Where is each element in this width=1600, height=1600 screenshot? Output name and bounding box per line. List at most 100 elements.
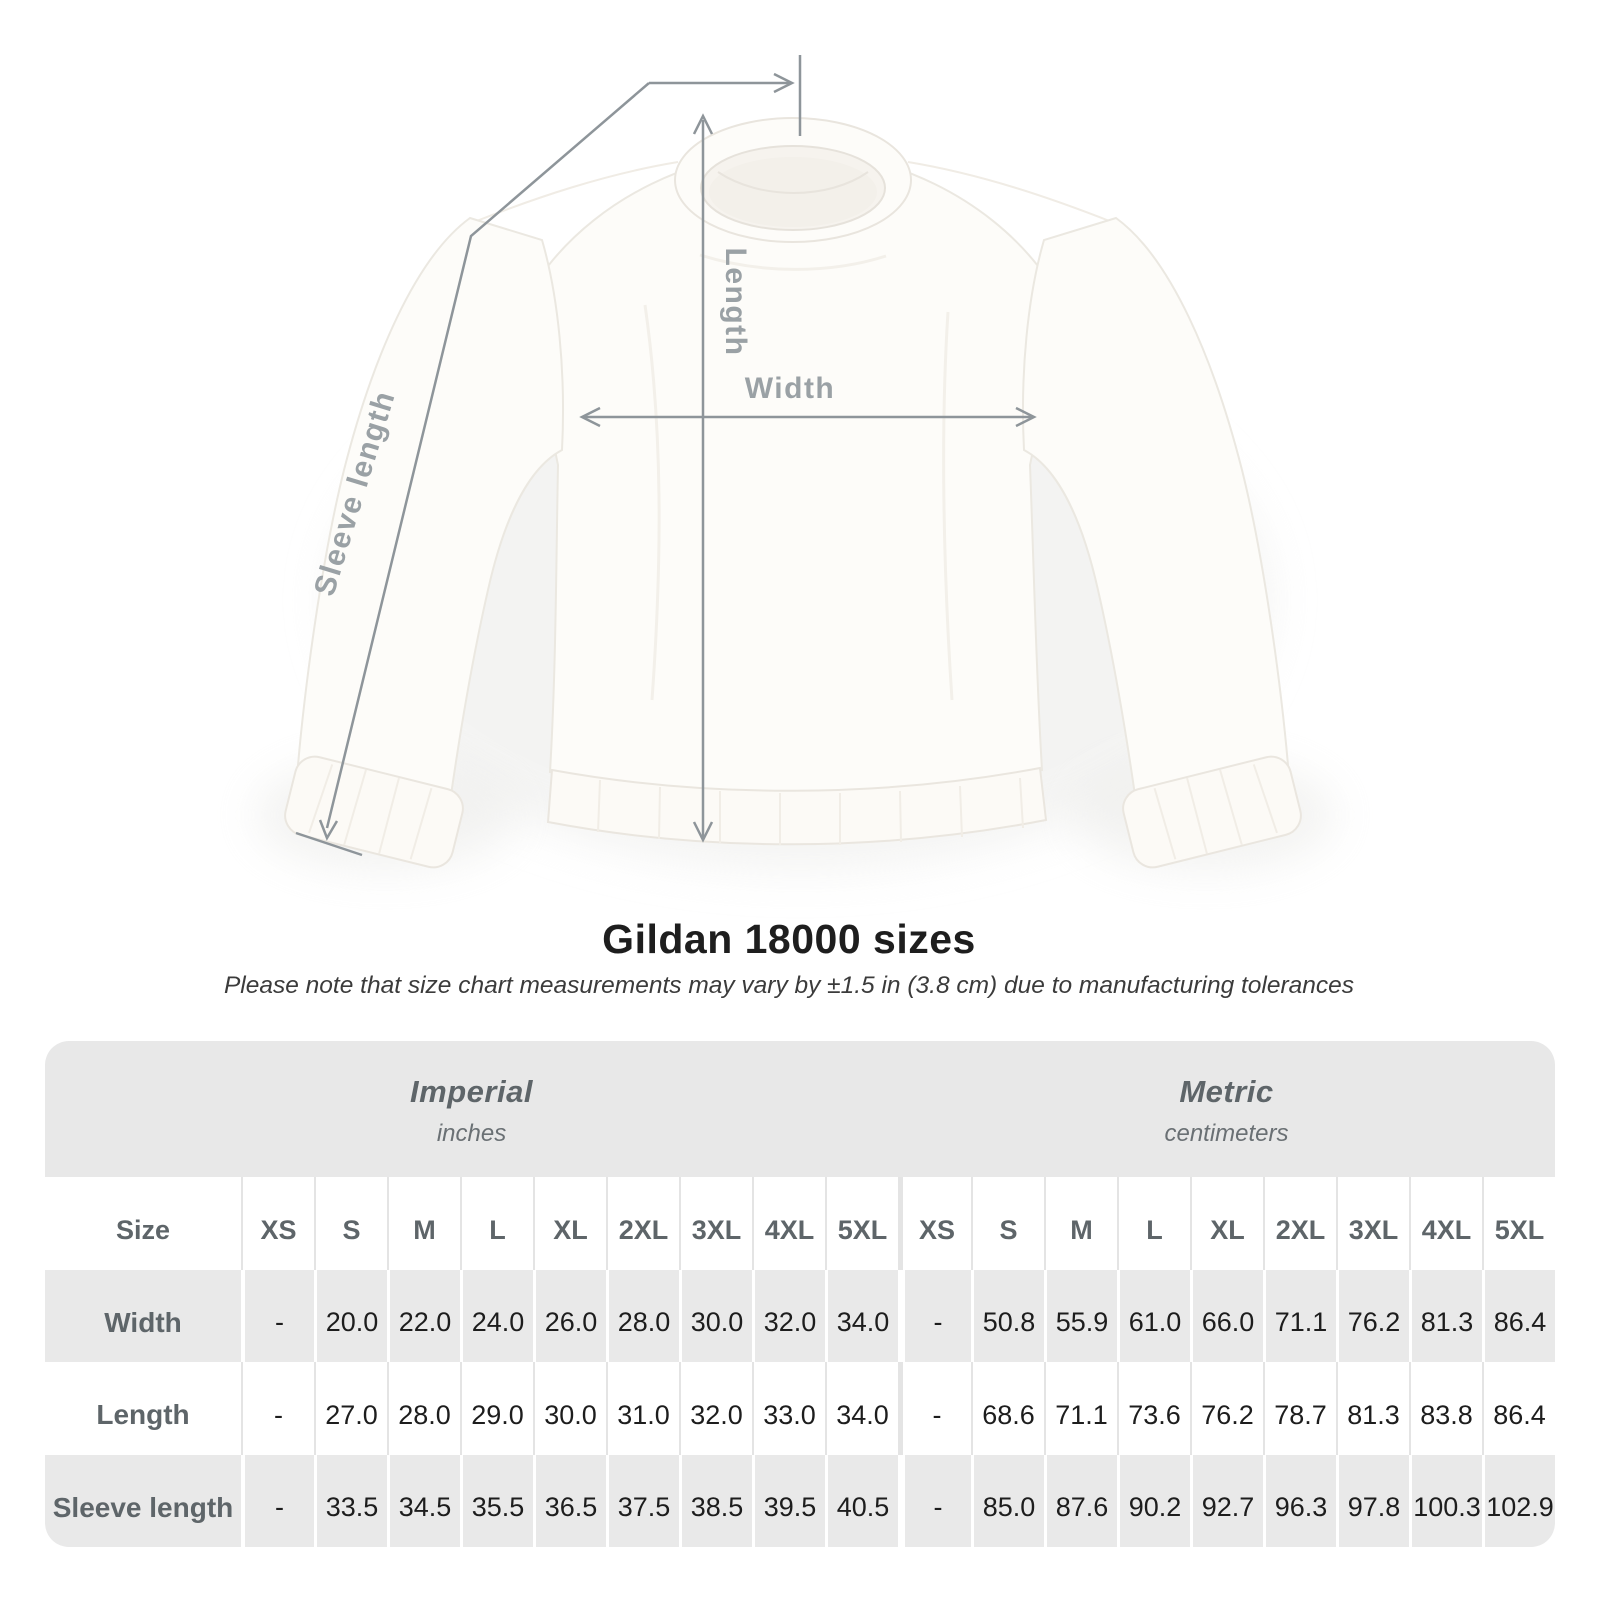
size-column-header: 3XL — [1336, 1177, 1409, 1270]
table-cell: - — [241, 1362, 314, 1455]
table-cell: 35.5 — [460, 1455, 533, 1547]
table-cell: 34.5 — [387, 1455, 460, 1547]
imperial-label: Imperial — [410, 1074, 533, 1109]
size-column-header: L — [1117, 1177, 1190, 1270]
tolerance-note: Please note that size chart measurements… — [223, 972, 1355, 999]
table-cell: 28.0 — [387, 1362, 460, 1455]
size-column-header: 4XL — [1409, 1177, 1482, 1270]
table-cell: 37.5 — [606, 1455, 679, 1547]
table-cell: 86.4 — [1482, 1270, 1555, 1362]
table-cell: 22.0 — [387, 1270, 460, 1362]
right-cuff — [1122, 755, 1302, 869]
table-cell: 61.0 — [1117, 1270, 1190, 1362]
metric-label: Metric — [1179, 1074, 1274, 1109]
table-cell: 83.8 — [1409, 1362, 1482, 1455]
table-cell: 81.3 — [1409, 1270, 1482, 1362]
table-cell: 38.5 — [679, 1455, 752, 1547]
table-cell: 92.7 — [1190, 1455, 1263, 1547]
size-column-header: 5XL — [825, 1177, 898, 1270]
table-cell: 33.5 — [314, 1455, 387, 1547]
table-cell: - — [241, 1270, 314, 1362]
size-column-header: XS — [898, 1177, 971, 1270]
size-column-header: 2XL — [1263, 1177, 1336, 1270]
row-label: Sleeve length — [52, 1491, 234, 1523]
unit-header-band: Imperial inches Metric centimeters — [45, 1041, 1555, 1177]
table-cell: - — [898, 1362, 971, 1455]
metric-header: Metric centimeters — [898, 1041, 1555, 1177]
table-cell: 26.0 — [533, 1270, 606, 1362]
table-cell: 32.0 — [752, 1270, 825, 1362]
table-cell: 76.2 — [1336, 1270, 1409, 1362]
table-cell: 33.0 — [752, 1362, 825, 1455]
size-table: Imperial inches Metric centimeters Size … — [45, 1041, 1555, 1547]
table-cell: 86.4 — [1482, 1362, 1555, 1455]
table-cell: 100.3 — [1409, 1455, 1482, 1547]
table-cell: 34.0 — [825, 1270, 898, 1362]
table-cell: 102.9 — [1482, 1455, 1555, 1547]
row-label: Length — [96, 1399, 190, 1430]
size-column-header: XL — [533, 1177, 606, 1270]
width-label: Width — [745, 372, 836, 405]
size-header-row: Size XS S M L XL 2XL 3XL 4XL 5XL XS S M … — [45, 1177, 1555, 1270]
length-label: Length — [719, 248, 752, 357]
table-cell: 36.5 — [533, 1455, 606, 1547]
table-cell: 40.5 — [825, 1455, 898, 1547]
table-cell: 87.6 — [1044, 1455, 1117, 1547]
table-cell: 34.0 — [825, 1362, 898, 1455]
body-creases — [643, 253, 954, 701]
metric-unit: centimeters — [1164, 1120, 1289, 1147]
table-cell: 78.7 — [1263, 1362, 1336, 1455]
table-cell: 71.1 — [1044, 1362, 1117, 1455]
size-column-header: 2XL — [606, 1177, 679, 1270]
table-cell: 73.6 — [1117, 1362, 1190, 1455]
dimension-lines — [295, 55, 1037, 857]
size-column-header: M — [1044, 1177, 1117, 1270]
table-cell: 31.0 — [606, 1362, 679, 1455]
table-cell: 68.6 — [971, 1362, 1044, 1455]
size-column-header: S — [314, 1177, 387, 1270]
table-row-width: Width - 20.0 22.0 24.0 26.0 28.0 30.0 32… — [45, 1270, 1555, 1362]
size-column-header: XL — [1190, 1177, 1263, 1270]
imperial-header: Imperial inches — [45, 1041, 898, 1177]
collar — [674, 117, 912, 243]
size-column-header: M — [387, 1177, 460, 1270]
table-cell: - — [898, 1270, 971, 1362]
sweatshirt-body — [545, 148, 1044, 794]
size-column-header: 3XL — [679, 1177, 752, 1270]
size-column-header: XS — [241, 1177, 314, 1270]
size-column-header: 4XL — [752, 1177, 825, 1270]
row-label: Width — [104, 1306, 182, 1338]
table-cell: 29.0 — [460, 1362, 533, 1455]
table-cell: - — [898, 1455, 971, 1547]
left-sleeve — [296, 216, 564, 804]
left-cuff — [284, 755, 464, 869]
imperial-unit: inches — [436, 1120, 507, 1147]
table-cell: 81.3 — [1336, 1362, 1409, 1455]
sweatshirt-diagram: Width Length Sleeve length — [255, 55, 1335, 870]
size-column-header: S — [971, 1177, 1044, 1270]
table-cell: 96.3 — [1263, 1455, 1336, 1547]
size-column-header: 5XL — [1482, 1177, 1555, 1270]
table-cell: 28.0 — [606, 1270, 679, 1362]
right-sleeve — [1022, 216, 1290, 804]
table-cell: 20.0 — [314, 1270, 387, 1362]
table-cell: 50.8 — [971, 1270, 1044, 1362]
table-row-sleeve-length: Sleeve length - 33.5 34.5 35.5 36.5 37.5… — [45, 1455, 1555, 1547]
table-cell: 66.0 — [1190, 1270, 1263, 1362]
size-column-header: L — [460, 1177, 533, 1270]
table-row-length: Length - 27.0 28.0 29.0 30.0 31.0 32.0 3… — [45, 1362, 1555, 1455]
table-cell: 71.1 — [1263, 1270, 1336, 1362]
hem-band — [546, 766, 1048, 846]
table-cell: 30.0 — [679, 1270, 752, 1362]
table-cell: 90.2 — [1117, 1455, 1190, 1547]
table-cell: 27.0 — [314, 1362, 387, 1455]
table-cell: 85.0 — [971, 1455, 1044, 1547]
table-cell: 24.0 — [460, 1270, 533, 1362]
size-column-header: Size — [115, 1214, 171, 1245]
table-cell: 55.9 — [1044, 1270, 1117, 1362]
table-cell: 97.8 — [1336, 1455, 1409, 1547]
table-cell: 39.5 — [752, 1455, 825, 1547]
table-cell: 32.0 — [679, 1362, 752, 1455]
table-cell: 76.2 — [1190, 1362, 1263, 1455]
